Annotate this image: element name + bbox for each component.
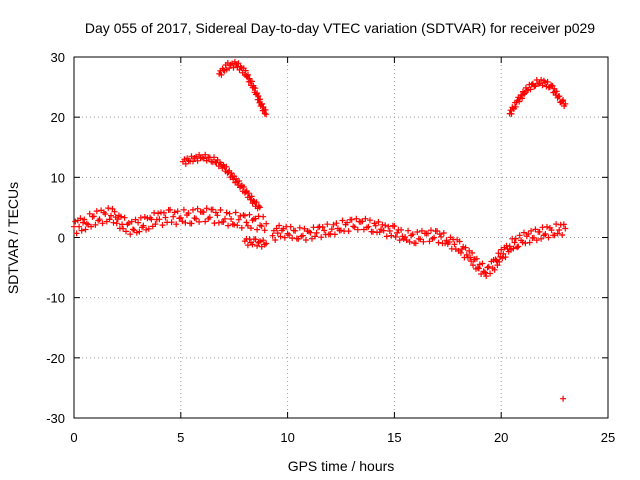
y-tick-label: 10 [51,170,65,185]
y-axis-label: SDTVAR / TECUs [5,182,21,294]
axis-ticks: 0 5 10 15 20 25 -30 -20 -10 0 10 20 30 [46,50,615,445]
chart-title: Day 055 of 2017, Sidereal Day-to-day VTE… [85,20,595,36]
series-dip-segment [241,235,270,250]
series-markers-midday-trace [269,215,569,280]
series-markers-outlier [560,395,567,402]
series-arc-late [506,76,569,117]
x-tick-label: 10 [280,430,294,445]
series-markers-main-trace [71,205,270,238]
y-tick-label: 0 [58,231,65,246]
y-tick-label: 20 [51,110,65,125]
x-tick-label: 0 [70,430,77,445]
y-tick-label: -30 [46,411,65,426]
y-tick-label: -10 [46,291,65,306]
x-tick-label: 15 [387,430,401,445]
series-markers-arc-mid [179,151,263,212]
x-tick-label: 20 [494,430,508,445]
y-tick-label: -20 [46,351,65,366]
series-markers-arc-high [216,58,270,118]
series-arc-mid [179,151,263,212]
x-tick-label: 25 [601,430,615,445]
grid-lines [74,57,608,418]
series-midday-trace [269,215,569,280]
series-outlier [560,395,567,402]
x-axis-label: GPS time / hours [288,458,395,474]
x-tick-label: 5 [177,430,184,445]
y-tick-label: 30 [51,50,65,65]
series-markers-arc-late [506,76,569,117]
data-marks [71,58,569,402]
series-arc-high [216,58,270,118]
series-main-trace [71,205,270,238]
series-markers-dip-segment [241,235,270,250]
